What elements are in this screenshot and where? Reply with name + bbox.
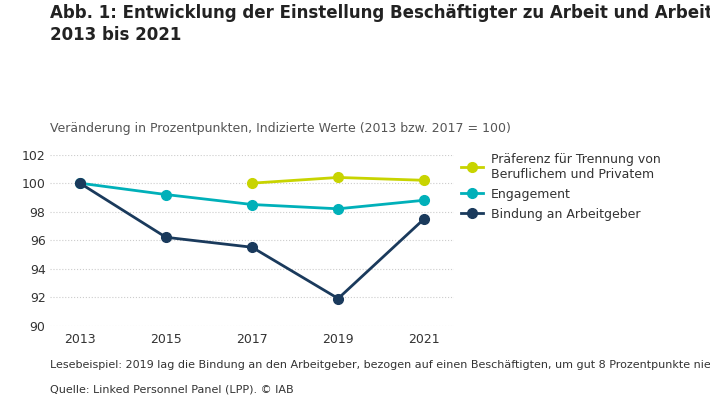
Legend: Präferenz für Trennung von
Beruflichem und Privatem, Engagement, Bindung an Arbe: Präferenz für Trennung von Beruflichem u…	[461, 153, 660, 221]
Text: Lesebeispiel: 2019 lag die Bindung an den Arbeitgeber, bezogen auf einen Beschäf: Lesebeispiel: 2019 lag die Bindung an de…	[50, 360, 710, 370]
Text: Quelle: Linked Personnel Panel (LPP). © IAB: Quelle: Linked Personnel Panel (LPP). © …	[50, 385, 293, 395]
Text: Abb. 1: Entwicklung der Einstellung Beschäftigter zu Arbeit und Arbeitgeber,
201: Abb. 1: Entwicklung der Einstellung Besc…	[50, 4, 710, 44]
Text: Veränderung in Prozentpunkten, Indizierte Werte (2013 bzw. 2017 = 100): Veränderung in Prozentpunkten, Indiziert…	[50, 122, 510, 135]
